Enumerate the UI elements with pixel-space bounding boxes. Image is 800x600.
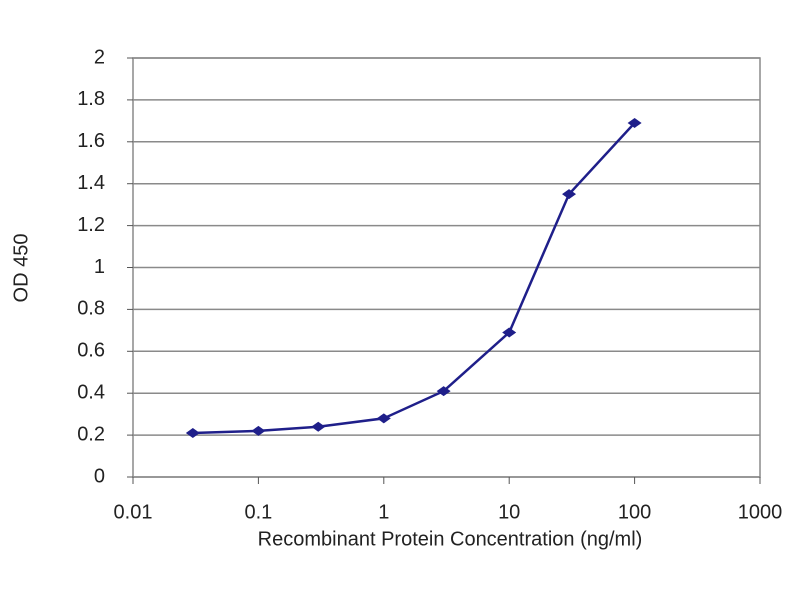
y-axis-label: OD 450 — [10, 234, 32, 303]
data-point — [562, 189, 577, 200]
data-point — [627, 117, 642, 128]
y-tick-label: 1.8 — [77, 88, 105, 110]
y-tick-label: 0.8 — [77, 298, 105, 320]
data-line — [192, 122, 636, 435]
x-tick-label: 1 — [378, 501, 389, 523]
y-tick-label: 1 — [94, 256, 105, 278]
y-tick-label: 0.2 — [77, 423, 105, 445]
x-tick-label: 10 — [498, 501, 520, 523]
x-tick-label: 0.1 — [244, 501, 272, 523]
y-tick-label: 2 — [94, 46, 105, 68]
y-tick-label: 1.6 — [77, 130, 105, 152]
x-tick-label: 100 — [618, 501, 651, 523]
data-point — [502, 327, 517, 338]
data-point — [311, 421, 326, 432]
y-tick-label: 1.2 — [77, 214, 105, 236]
y-tick-label: 1.4 — [77, 172, 105, 194]
data-point — [376, 413, 391, 424]
y-tick-label: 0.4 — [77, 381, 105, 403]
data-point — [185, 428, 200, 439]
data-point — [436, 386, 451, 397]
x-tick-label: 0.01 — [114, 501, 153, 523]
x-tick-label: 1000 — [738, 501, 783, 523]
y-tick-label: 0 — [94, 465, 105, 487]
x-axis-label: Recombinant Protein Concentration (ng/ml… — [258, 528, 643, 550]
data-point — [251, 425, 266, 436]
y-tick-label: 0.6 — [77, 340, 105, 362]
